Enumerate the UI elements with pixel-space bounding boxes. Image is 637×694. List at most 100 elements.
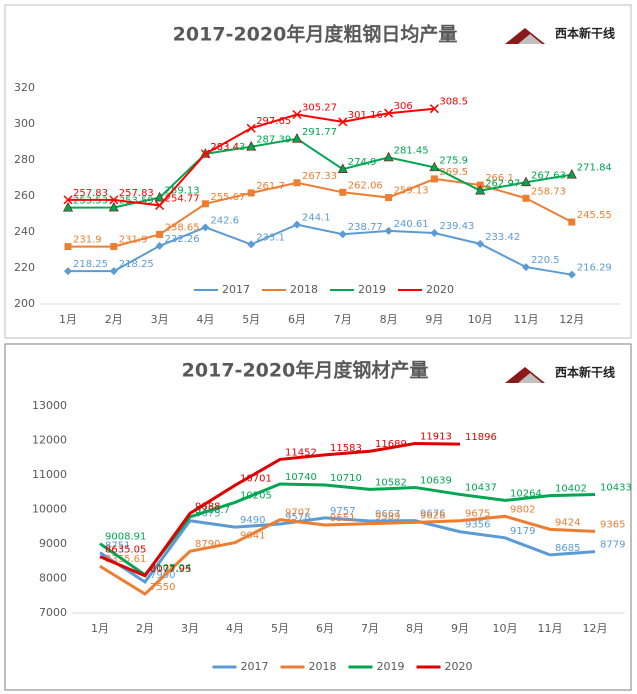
y-tick-label: 11000 [32,468,67,481]
series-line [99,514,596,596]
x-tick-label: 2月 [105,313,123,326]
data-label: 232.26 [165,234,200,245]
data-label: 9675 [195,509,220,520]
data-label: 8105.04 [150,563,191,574]
legend-label: 2019 [377,660,405,673]
logo: 西本新干线 [505,26,615,44]
y-tick-label: 240 [14,225,35,238]
data-label: 287.39 [256,135,291,146]
logo-text: 西本新干线 [555,365,615,380]
x-tick-label: 2月 [136,622,154,635]
x-tick-label: 7月 [361,622,379,635]
panel [4,4,632,339]
marker [246,141,257,151]
marker [337,163,348,173]
x-tick-label: 8月 [380,313,398,326]
marker [64,267,72,276]
x-tick-label: 6月 [288,313,306,326]
data-label: 274.9 [348,157,377,168]
x-tick-label: 11月 [538,622,563,635]
data-label: 9365 [600,519,625,530]
data-label: 253.53 [73,196,108,207]
data-label: 220.5 [531,255,560,266]
data-label: 233.42 [485,232,520,243]
x-tick-label: 9月 [451,622,469,635]
data-label: 305.27 [302,103,337,114]
data-label: 9786.7 [195,505,230,516]
y-tick-label: 200 [14,297,35,310]
data-label: 10740 [285,472,317,483]
data-label: 244.1 [302,213,331,224]
logo-text: 西本新干线 [555,26,615,41]
x-tick-label: 4月 [196,313,214,326]
data-label: 283.43 [210,142,245,153]
data-label: 7550 [150,582,175,593]
data-label: 255.67 [210,192,245,203]
marker [430,175,438,183]
x-tick-label: 3月 [151,313,169,326]
data-label: 9424 [555,517,580,528]
data-label: 258.73 [531,186,566,197]
data-label: 9041 [240,531,265,542]
data-label: 281.45 [394,145,429,156]
series-line [67,137,572,209]
panel [4,343,632,691]
marker [155,200,165,210]
x-tick-label: 7月 [334,313,352,326]
data-label: 10433 [600,483,632,494]
data-label: 257.83 [73,188,108,199]
marker [429,161,440,172]
marker [476,239,485,248]
marker [522,194,530,202]
marker [383,151,394,162]
data-label: 231.9 [119,235,148,246]
y-tick-label: 13000 [32,399,67,412]
marker [63,202,73,212]
marker [384,108,394,118]
data-label: 9551 [330,513,355,524]
data-label: 10701 [240,473,272,484]
marker [475,185,486,195]
data-label: 10437 [465,482,497,493]
data-label: 11689 [375,439,407,450]
data-label: 9757 [330,506,355,517]
data-label: 11583 [330,443,362,454]
marker [109,195,119,205]
marker [201,200,209,208]
data-label: 267.33 [302,171,337,182]
series-line [68,177,573,248]
data-label: 9676 [420,509,445,520]
marker [64,243,72,251]
data-label: 9888 [195,501,220,512]
x-tick-label: 12月 [559,313,584,326]
data-label: 257.83 [119,188,154,199]
marker [522,263,530,272]
data-label: 10402 [555,484,587,495]
x-tick-label: 6月 [316,622,334,635]
data-label: 261.7 [256,181,285,192]
data-label: 240.61 [394,219,429,230]
data-label: 11896 [465,432,497,443]
y-tick-label: 7000 [39,606,67,619]
y-tick-label: 12000 [32,434,67,447]
marker [566,169,577,179]
marker [568,218,576,226]
marker [201,223,210,232]
series-line [99,482,596,577]
marker [293,220,301,229]
legend-label: 2020 [445,660,473,673]
series-line [99,441,461,578]
data-label: 266.1 [485,173,514,184]
x-tick-label: 1月 [91,622,109,635]
x-tick-label: 10月 [468,313,493,326]
marker [156,230,164,238]
data-label: 9356 [465,520,490,531]
data-label: 254.77 [165,193,200,204]
data-label: 10582 [375,477,407,488]
marker [247,189,255,197]
data-label: 10264 [510,488,542,499]
marker [429,104,439,114]
marker [567,270,576,279]
data-label: 259.13 [165,186,200,197]
